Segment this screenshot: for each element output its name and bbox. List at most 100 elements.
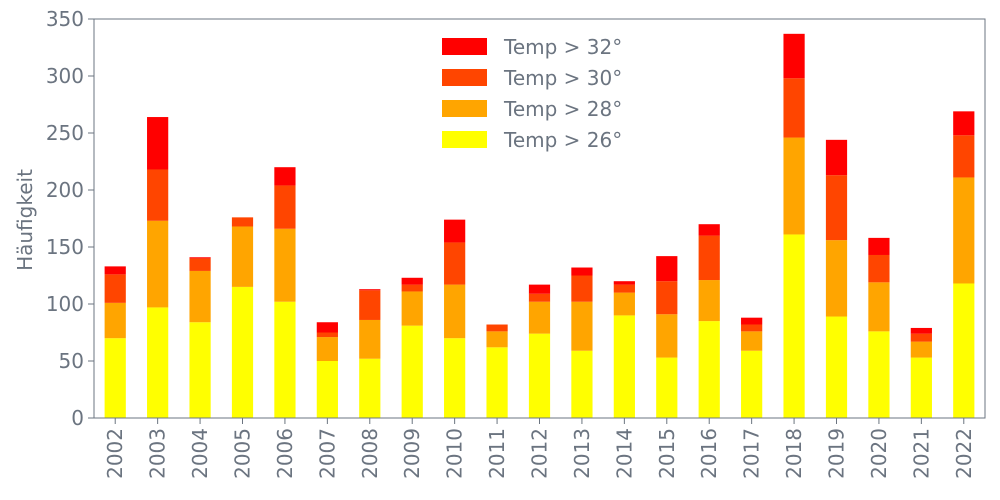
x-tick-label-2011: 2011 (485, 428, 509, 479)
x-tick-label-2009: 2009 (400, 428, 424, 479)
bar-segment-2004-s3 (189, 257, 211, 259)
bar-segment-2008-s0 (359, 358, 381, 418)
x-tick-label-2020: 2020 (867, 428, 891, 479)
bar-segment-2021-s3 (910, 327, 932, 334)
bar-segment-2021-s1 (910, 341, 932, 358)
bar-segment-2012-s1 (528, 301, 551, 334)
bar-segment-2005-s2 (231, 217, 254, 227)
bar-segment-2015-s0 (656, 357, 678, 418)
bar-segment-2003-s3 (147, 117, 169, 170)
bar-segment-2007-s0 (316, 361, 338, 418)
bar-segment-2003-s2 (147, 169, 169, 221)
bar-segment-2014-s0 (613, 315, 635, 418)
x-tick-label-2019: 2019 (825, 428, 849, 479)
bar-segment-2019-s3 (825, 139, 848, 176)
bar-segment-2022-s0 (953, 283, 975, 418)
bar-segment-2018-s0 (783, 234, 805, 418)
y-tick-label: 0 (71, 406, 84, 430)
bar-segment-2002-s3 (104, 266, 126, 275)
bar-segment-2016-s2 (698, 235, 720, 281)
x-tick-label-2015: 2015 (655, 428, 679, 479)
bar-segment-2003-s1 (147, 220, 169, 308)
bar-segment-2013-s1 (571, 301, 593, 351)
bar-segment-2017-s3 (741, 317, 763, 325)
bar-segment-2018-s3 (783, 33, 805, 79)
bar-segment-2015-s1 (656, 314, 678, 358)
bar-segment-2003-s0 (147, 307, 169, 418)
legend-swatch (442, 69, 487, 86)
bar-segment-2004-s0 (189, 322, 211, 418)
legend-swatch (442, 131, 487, 148)
bar-segment-2017-s0 (741, 350, 763, 418)
bar-segment-2012-s0 (528, 333, 551, 418)
bar-segment-2015-s2 (656, 281, 678, 315)
bar-segment-2008-s3 (359, 289, 381, 291)
bar-segment-2020-s1 (868, 282, 890, 332)
bar-segment-2006-s3 (274, 167, 296, 186)
x-tick-label-2008: 2008 (358, 428, 382, 479)
bar-segment-2016-s1 (698, 280, 720, 322)
y-axis: 0 50 100 150 200 250 300 350 (46, 7, 94, 430)
bar-segment-2011-s0 (486, 347, 508, 418)
bar-segment-2007-s3 (316, 322, 338, 333)
bar-segment-2009-s1 (401, 291, 423, 326)
bar-segment-2019-s2 (825, 175, 848, 241)
bar-segment-2011-s2 (486, 324, 508, 332)
bar-segment-2010-s1 (444, 284, 466, 339)
y-tick-label: 300 (46, 64, 84, 88)
bar-segment-2004-s2 (189, 258, 211, 271)
bar-segment-2005-s0 (231, 286, 254, 418)
bar-segment-2012-s2 (528, 293, 551, 302)
bar-segment-2014-s1 (613, 292, 635, 316)
legend-swatch (442, 38, 487, 55)
x-tick-label-2017: 2017 (740, 428, 764, 479)
bars-layer (104, 33, 975, 418)
bar-segment-2009-s3 (401, 277, 423, 285)
bar-segment-2018-s1 (783, 137, 805, 235)
bar-segment-2005-s1 (231, 226, 254, 287)
bar-segment-2018-s2 (783, 78, 805, 138)
x-tick-label-2013: 2013 (570, 428, 594, 479)
bar-segment-2002-s2 (104, 274, 126, 303)
legend: Temp > 32° Temp > 30° Temp > 28° Temp > 26° (442, 35, 622, 152)
x-axis: 2002 2003 2004 2005 2006 2007 2008 2009 2010 2011… (103, 418, 976, 479)
x-tick-label-2005: 2005 (231, 428, 255, 479)
bar-segment-2010-s3 (444, 219, 466, 243)
x-tick-label-2006: 2006 (273, 428, 297, 479)
x-tick-label-2014: 2014 (612, 428, 636, 479)
bar-segment-2013-s2 (571, 275, 593, 302)
y-axis-label: Häufigkeit (13, 169, 37, 271)
bar-segment-2007-s2 (316, 332, 338, 338)
bar-segment-2008-s1 (359, 319, 381, 359)
bar-segment-2013-s3 (571, 267, 593, 276)
y-tick-label: 250 (46, 121, 84, 145)
legend-label: Temp > 32° (503, 35, 622, 59)
y-tick-label: 100 (46, 292, 84, 316)
y-tick-label: 200 (46, 178, 84, 202)
bar-segment-2002-s0 (104, 338, 126, 418)
bar-segment-2016-s0 (698, 321, 720, 418)
bar-segment-2006-s0 (274, 301, 296, 418)
bar-segment-2010-s0 (444, 338, 466, 418)
bar-segment-2008-s2 (359, 290, 381, 320)
x-tick-label-2012: 2012 (528, 428, 552, 479)
y-tick-label: 50 (59, 349, 84, 373)
legend-label: Temp > 28° (503, 97, 622, 121)
x-tick-label-2007: 2007 (315, 428, 339, 479)
bar-segment-2010-s2 (444, 242, 466, 285)
bar-segment-2004-s1 (189, 270, 211, 323)
x-tick-label-2018: 2018 (782, 428, 806, 479)
bar-segment-2021-s0 (910, 357, 932, 418)
x-tick-label-2004: 2004 (188, 428, 212, 479)
bar-segment-2009-s2 (401, 284, 423, 292)
bar-segment-2020-s0 (868, 331, 890, 418)
bar-segment-2013-s0 (571, 350, 593, 418)
bar-segment-2019-s1 (825, 240, 848, 317)
bar-segment-2006-s1 (274, 228, 296, 302)
bar-segment-2022-s2 (953, 135, 975, 178)
legend-label: Temp > 26° (503, 128, 622, 152)
bar-segment-2022-s3 (953, 111, 975, 136)
bar-segment-2015-s3 (656, 256, 678, 282)
bar-segment-2009-s0 (401, 325, 423, 418)
